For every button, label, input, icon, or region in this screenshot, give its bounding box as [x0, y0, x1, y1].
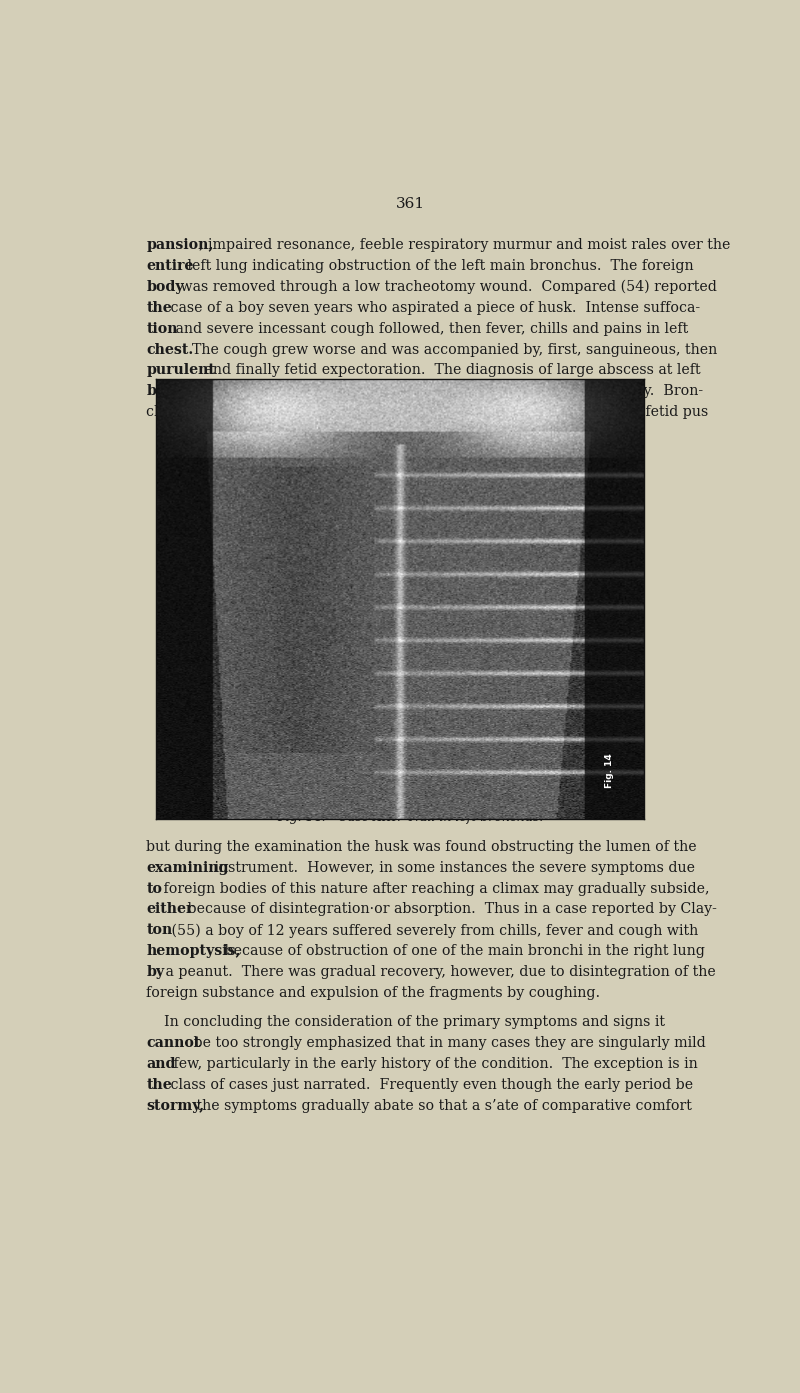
- Text: but during the examination the husk was found obstructing the lumen of the: but during the examination the husk was …: [146, 840, 697, 854]
- Text: be too strongly emphasized that in many cases they are singularly mild: be too strongly emphasized that in many …: [189, 1036, 706, 1050]
- Text: the: the: [146, 1078, 172, 1092]
- Text: the symptoms gradually abate so that a s’ate of comparative comfort: the symptoms gradually abate so that a s…: [191, 1099, 691, 1113]
- Text: base: base: [146, 384, 182, 398]
- Text: entire: entire: [146, 259, 194, 273]
- Text: pansion,: pansion,: [146, 238, 214, 252]
- Text: 361: 361: [395, 198, 425, 212]
- Text: because of obstruction of one of the main bronchi in the right lung: because of obstruction of one of the mai…: [220, 944, 705, 958]
- Text: cannot: cannot: [146, 1036, 201, 1050]
- Text: choscopy was done with difficulty because of enormous quantities of fetid pus: choscopy was done with difficulty becaus…: [146, 405, 709, 419]
- Text: and finally fetid expectoration.  The diagnosis of large abscess at left: and finally fetid expectoration. The dia…: [200, 364, 701, 378]
- Text: was removed through a low tracheotomy wound.  Compared (54) reported: was removed through a low tracheotomy wo…: [176, 280, 717, 294]
- Text: hemoptysis,: hemoptysis,: [146, 944, 241, 958]
- Text: either: either: [146, 903, 194, 917]
- Text: ton: ton: [146, 924, 173, 937]
- Text: to: to: [146, 882, 162, 896]
- Text: foreign substance and expulsion of the fragments by coughing.: foreign substance and expulsion of the f…: [146, 986, 601, 1000]
- Text: Fig. 14.—Case XIII.  Nail in left bronchus.: Fig. 14.—Case XIII. Nail in left bronchu…: [277, 811, 543, 823]
- Text: left lung indicating obstruction of the left main bronchus.  The foreign: left lung indicating obstruction of the …: [183, 259, 694, 273]
- Text: stormy,: stormy,: [146, 1099, 205, 1113]
- Text: because of disintegration·or absorption.  Thus in a case reported by Clay-: because of disintegration·or absorption.…: [183, 903, 717, 917]
- Text: few, particularly in the early history of the condition.  The exception is in: few, particularly in the early history o…: [170, 1057, 698, 1071]
- Text: Fig. 14: Fig. 14: [606, 754, 614, 788]
- Text: and severe incessant cough followed, then fever, chills and pains in left: and severe incessant cough followed, the…: [171, 322, 688, 336]
- Text: , impaired resonance, feeble respiratory murmur and moist rales over the: , impaired resonance, feeble respiratory…: [198, 238, 730, 252]
- Text: tion: tion: [146, 322, 178, 336]
- Text: chest.: chest.: [146, 343, 194, 357]
- Text: purulent: purulent: [146, 364, 215, 378]
- Text: case of a boy seven years who aspirated a piece of husk.  Intense suffoca-: case of a boy seven years who aspirated …: [166, 301, 701, 315]
- Text: instrument.  However, in some instances the severe symptoms due: instrument. However, in some instances t…: [210, 861, 695, 875]
- Text: In concluding the consideration of the primary symptoms and signs it: In concluding the consideration of the p…: [146, 1015, 666, 1029]
- Text: by: by: [146, 965, 165, 979]
- Text: foreign bodies of this nature after reaching a climax may gradually subside,: foreign bodies of this nature after reac…: [159, 882, 710, 896]
- Text: and: and: [146, 1057, 176, 1071]
- Text: body: body: [146, 280, 184, 294]
- Text: a peanut.  There was gradual recovery, however, due to disintegration of the: a peanut. There was gradual recovery, ho…: [161, 965, 715, 979]
- Text: was made.  The x-ray examination failed to show the foreign body.  Bron-: was made. The x-ray examination failed t…: [174, 384, 704, 398]
- Text: the: the: [146, 301, 172, 315]
- Text: class of cases just narrated.  Frequently even though the early period be: class of cases just narrated. Frequently…: [166, 1078, 694, 1092]
- Text: (55) a boy of 12 years suffered severely from chills, fever and cough with: (55) a boy of 12 years suffered severely…: [167, 924, 698, 937]
- Text: The cough grew worse and was accompanied by, first, sanguineous, then: The cough grew worse and was accompanied…: [183, 343, 718, 357]
- Text: examining: examining: [146, 861, 229, 875]
